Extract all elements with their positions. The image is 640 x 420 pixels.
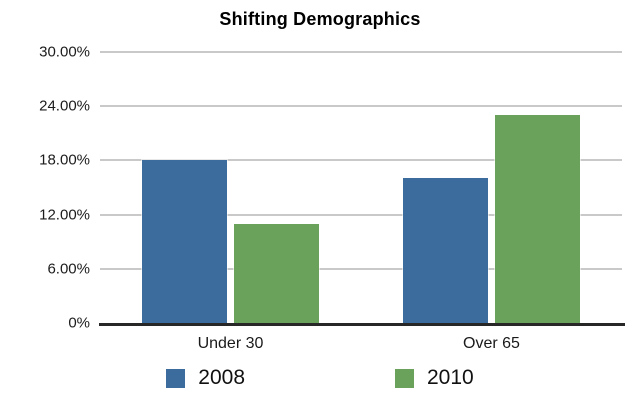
- x-category-label: Over 65: [463, 335, 520, 352]
- bar-group-over-65: [361, 52, 622, 323]
- gridline-12: [100, 213, 622, 216]
- y-tick-label: 0%: [68, 314, 90, 332]
- y-tick-label: 12.00%: [39, 206, 90, 224]
- legend-item-2008: 2008: [166, 366, 245, 390]
- bar-2008-under-30: [142, 160, 227, 323]
- y-tick-label: 24.00%: [39, 97, 90, 115]
- legend-swatch-icon: [395, 368, 414, 388]
- bar-2008-over-65: [403, 178, 488, 323]
- y-tick-label: 18.00%: [39, 151, 90, 169]
- chart-title: Shifting Demographics: [219, 9, 421, 29]
- gridline-30: [100, 51, 622, 53]
- y-axis: 30.00% 24.00% 18.00% 12.00% 6.00% 0%: [0, 44, 90, 332]
- bar-series: [100, 52, 622, 323]
- legend-label: 2010: [427, 366, 474, 389]
- gridline-18: [100, 159, 622, 162]
- legend: 2008 2010: [0, 366, 640, 390]
- plot-area: [99, 51, 625, 326]
- x-axis-line: [99, 323, 625, 326]
- legend-label: 2008: [198, 366, 245, 389]
- bar-group-under-30: [100, 52, 361, 323]
- legend-swatch-icon: [166, 368, 186, 388]
- bar-2010-over-65: [495, 115, 580, 323]
- y-tick-label: 30.00%: [39, 43, 90, 61]
- x-category-label: Under 30: [197, 335, 264, 352]
- gridline-24: [100, 105, 622, 108]
- bar-2010-under-30: [234, 224, 319, 323]
- legend-item-2010: 2010: [395, 366, 474, 390]
- y-tick-label: 6.00%: [47, 260, 90, 278]
- gridline-6: [100, 267, 622, 270]
- x-axis-labels: Under 30 Over 65: [100, 335, 622, 353]
